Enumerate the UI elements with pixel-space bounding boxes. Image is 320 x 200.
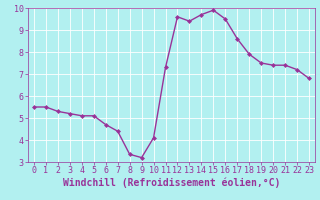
X-axis label: Windchill (Refroidissement éolien,°C): Windchill (Refroidissement éolien,°C) — [63, 178, 280, 188]
